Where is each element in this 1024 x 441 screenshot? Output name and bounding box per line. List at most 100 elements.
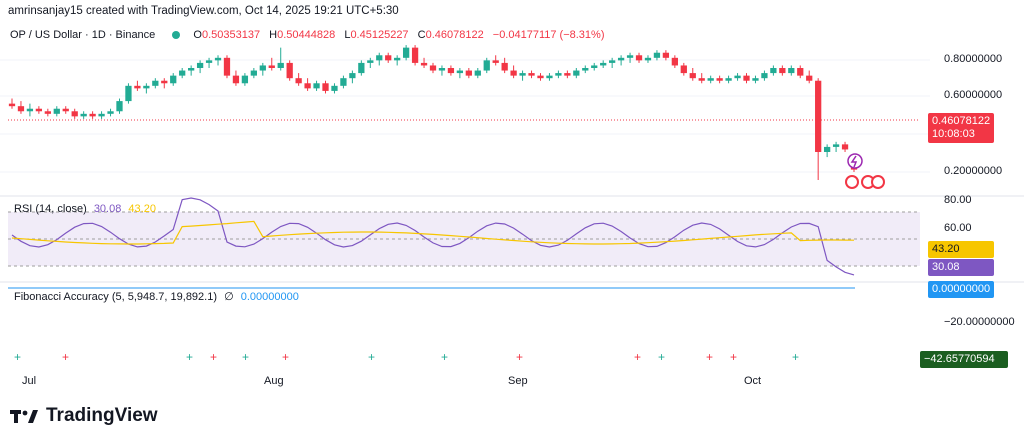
countdown: 10:08:03 [932, 128, 975, 140]
candle-body [429, 65, 437, 71]
change-value: −0.04177117 (−8.31%) [492, 29, 605, 41]
rsi-legend[interactable]: RSI (14, close) 30.08 43.20 [14, 203, 156, 215]
candle-body [823, 146, 831, 152]
candle-body [340, 78, 347, 86]
candle-body [617, 57, 625, 61]
candle-body [232, 75, 240, 84]
time-label-aug: Aug [264, 375, 284, 387]
candle-body [501, 62, 508, 71]
rsi-ma-line [11, 220, 855, 245]
candle-body [832, 144, 840, 147]
fib-marker: + [186, 350, 193, 364]
close-value: 0.46078122 [425, 29, 484, 41]
candle-body [286, 62, 293, 79]
candle-body [483, 60, 490, 71]
last-price-tag: 0.46078122 10:08:03 [928, 113, 994, 143]
fib-marker: + [62, 350, 69, 364]
fib-markers: + + + + + + + + + + + + + + [14, 350, 799, 364]
fib-marker: + [210, 350, 217, 364]
price-tick: 0.60000000 [944, 89, 1002, 101]
candle-body [170, 75, 177, 84]
candle-body [510, 70, 517, 76]
candle-body [196, 62, 204, 68]
candle-body [134, 85, 141, 89]
candle-body [26, 108, 34, 112]
candle-body [295, 78, 302, 84]
fib-marker: + [282, 350, 289, 364]
candles [8, 45, 858, 180]
candle-body [456, 70, 464, 74]
candle-body [313, 83, 320, 89]
candle-body [331, 85, 338, 91]
candle-body [626, 55, 634, 58]
candle-body [277, 62, 284, 68]
candle-body [528, 73, 535, 76]
candle-body [80, 113, 87, 117]
fib-marker: + [242, 350, 249, 364]
symbol-title[interactable]: OP / US Dollar · 1D · Binance [10, 29, 156, 41]
candle-body [564, 73, 571, 76]
time-label-jul: Jul [22, 375, 37, 387]
time-label-sep: Sep [508, 375, 528, 387]
candle-body [447, 68, 455, 74]
candle-body [161, 80, 168, 84]
price-tick: 0.80000000 [944, 53, 1002, 65]
candle-body [71, 111, 78, 117]
candle-body [582, 68, 589, 71]
rsi-tag: 30.08 [928, 259, 994, 276]
rsi-value: 30.08 [93, 203, 122, 215]
open-value: 0.50353137 [201, 29, 261, 41]
candle-body [241, 75, 249, 84]
tradingview-logo[interactable]: TradingView [10, 405, 158, 427]
fib-tag: 0.00000000 [928, 281, 994, 298]
candle-body [376, 55, 383, 61]
candle-body [152, 80, 159, 86]
fib-marker: + [706, 350, 713, 364]
candle-body [689, 73, 696, 79]
candle-body [8, 103, 16, 107]
candle-body [358, 62, 365, 74]
rsi-tick: 60.00 [944, 222, 972, 234]
fib-marker: + [441, 350, 448, 364]
candle-body [402, 47, 410, 58]
candle-body [223, 57, 231, 76]
fib-marker: + [730, 350, 737, 364]
candle-body [420, 62, 428, 66]
fib-marker: + [658, 350, 665, 364]
candle-body [716, 78, 723, 81]
us-flag-icon [871, 175, 885, 189]
candle-body [116, 101, 123, 112]
candle-body [779, 68, 786, 74]
flash-event-icon [847, 153, 863, 169]
candle-body [537, 75, 544, 79]
tv-logo-icon [10, 410, 38, 423]
candle-body [35, 108, 43, 112]
fib-legend[interactable]: Fibonacci Accuracy (5, 5,948.7, 19,892.1… [14, 290, 299, 303]
price-tick: 0.20000000 [944, 165, 1002, 177]
candle-body [205, 60, 213, 63]
candle-body [349, 73, 356, 79]
candle-body [62, 108, 69, 112]
candle-body [707, 78, 714, 81]
candle-body [788, 68, 795, 74]
time-label-oct: Oct [744, 375, 762, 387]
candle-body [474, 70, 481, 76]
fib-marker: + [516, 350, 523, 364]
brand-name: TradingView [46, 405, 158, 426]
high-value: 0.50444828 [277, 29, 336, 41]
fib-marker: + [14, 350, 21, 364]
candle-body [492, 60, 499, 63]
candle-body [841, 144, 849, 150]
fib-value: 0.00000000 [240, 291, 299, 303]
rsi-tick: 80.00 [944, 194, 972, 206]
candle-body [680, 65, 687, 74]
fib-low-tag: −42.65770594 [920, 351, 1008, 368]
candle-body [17, 106, 25, 112]
candle-body [438, 68, 446, 71]
candle-body [179, 70, 186, 76]
candle-body [743, 75, 750, 81]
market-status-icon [172, 31, 181, 40]
fib-marker: + [792, 350, 799, 364]
us-flag-icon [845, 175, 859, 189]
